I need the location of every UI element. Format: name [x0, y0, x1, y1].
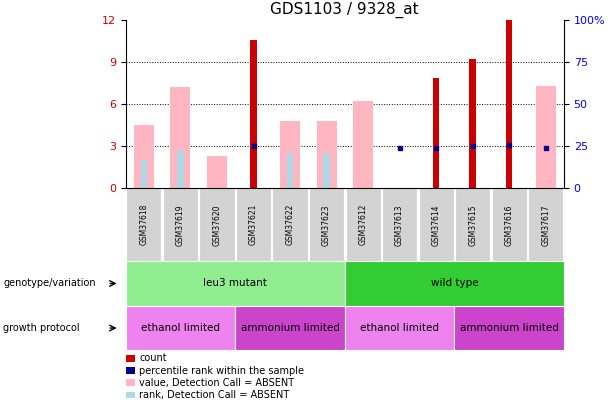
Text: GSM37612: GSM37612 — [359, 204, 368, 245]
Text: ethanol limited: ethanol limited — [141, 323, 220, 333]
Bar — [345, 261, 564, 306]
Bar — [236, 188, 271, 261]
Text: wild type: wild type — [430, 279, 478, 288]
Text: GSM37619: GSM37619 — [176, 204, 185, 245]
Text: rank, Detection Call = ABSENT: rank, Detection Call = ABSENT — [139, 390, 289, 400]
Text: GSM37617: GSM37617 — [541, 204, 550, 245]
Bar — [199, 188, 235, 261]
Bar — [470, 60, 476, 188]
Text: genotype/variation: genotype/variation — [3, 279, 96, 288]
Text: ammonium limited: ammonium limited — [240, 323, 340, 333]
Bar — [345, 306, 454, 350]
Bar — [235, 306, 345, 350]
Title: GDS1103 / 9328_at: GDS1103 / 9328_at — [270, 1, 419, 17]
Text: GSM37613: GSM37613 — [395, 204, 404, 245]
Text: GSM37614: GSM37614 — [432, 204, 441, 245]
Bar — [353, 102, 373, 188]
Text: percentile rank within the sample: percentile rank within the sample — [139, 366, 304, 375]
Text: value, Detection Call = ABSENT: value, Detection Call = ABSENT — [139, 378, 294, 388]
Bar — [140, 160, 147, 188]
Bar — [177, 151, 184, 188]
Text: GSM37616: GSM37616 — [504, 204, 514, 245]
Bar — [207, 156, 227, 188]
Bar — [280, 121, 300, 188]
Bar — [536, 86, 556, 188]
Text: count: count — [139, 354, 167, 363]
Bar — [506, 20, 512, 188]
Bar — [492, 188, 527, 261]
Text: ammonium limited: ammonium limited — [460, 323, 558, 333]
Text: GSM37615: GSM37615 — [468, 204, 477, 245]
Text: GSM37621: GSM37621 — [249, 204, 258, 245]
Bar — [126, 306, 235, 350]
Text: leu3 mutant: leu3 mutant — [204, 279, 267, 288]
Bar — [382, 188, 417, 261]
Text: GSM37620: GSM37620 — [213, 204, 221, 245]
Bar — [528, 188, 563, 261]
Bar — [419, 188, 454, 261]
Bar — [454, 306, 564, 350]
Bar — [346, 188, 381, 261]
Bar — [273, 188, 308, 261]
Bar — [309, 188, 344, 261]
Bar — [455, 188, 490, 261]
Bar — [134, 125, 154, 188]
Bar — [323, 153, 330, 188]
Text: GSM37623: GSM37623 — [322, 204, 331, 245]
Bar — [170, 87, 191, 188]
Text: GSM37618: GSM37618 — [139, 204, 148, 245]
Bar — [287, 153, 293, 188]
Text: ethanol limited: ethanol limited — [360, 323, 439, 333]
Bar — [163, 188, 198, 261]
Bar — [316, 121, 337, 188]
Text: GSM37622: GSM37622 — [286, 204, 294, 245]
Bar — [433, 78, 440, 188]
Bar — [126, 261, 345, 306]
Bar — [126, 188, 161, 261]
Bar — [250, 40, 257, 188]
Text: growth protocol: growth protocol — [3, 323, 80, 333]
